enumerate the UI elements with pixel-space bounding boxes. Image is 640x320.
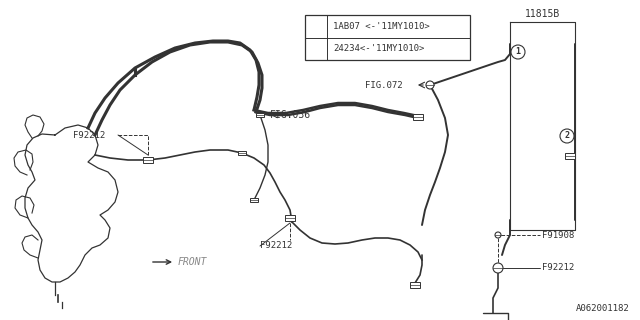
Circle shape (310, 20, 322, 32)
FancyBboxPatch shape (256, 113, 264, 117)
Text: FRONT: FRONT (178, 257, 207, 267)
Circle shape (310, 43, 322, 55)
Text: 2: 2 (564, 132, 570, 140)
FancyBboxPatch shape (285, 215, 295, 221)
Text: 11815B: 11815B (525, 9, 560, 19)
FancyBboxPatch shape (143, 157, 153, 163)
Text: 1: 1 (314, 22, 318, 31)
Text: 1: 1 (515, 47, 520, 57)
Circle shape (493, 263, 503, 273)
Circle shape (495, 232, 501, 238)
FancyBboxPatch shape (565, 153, 575, 159)
Text: A062001182: A062001182 (576, 304, 630, 313)
FancyBboxPatch shape (410, 282, 420, 288)
Text: F92212: F92212 (73, 131, 105, 140)
Bar (305, 15, 470, 60)
Text: F91908: F91908 (542, 230, 574, 239)
Text: FIG.036: FIG.036 (270, 110, 311, 120)
Text: 1AB07 <-'11MY1010>: 1AB07 <-'11MY1010> (333, 22, 429, 31)
Text: F92212: F92212 (542, 263, 574, 273)
FancyBboxPatch shape (238, 151, 246, 156)
Text: F92212: F92212 (260, 242, 292, 251)
Text: 24234<-'11MY1010>: 24234<-'11MY1010> (333, 44, 424, 53)
Circle shape (511, 45, 525, 59)
Circle shape (560, 129, 574, 143)
FancyBboxPatch shape (413, 114, 423, 120)
Text: FIG.072: FIG.072 (365, 81, 403, 90)
FancyBboxPatch shape (250, 197, 258, 203)
Text: 2: 2 (314, 44, 318, 53)
Circle shape (426, 81, 434, 89)
